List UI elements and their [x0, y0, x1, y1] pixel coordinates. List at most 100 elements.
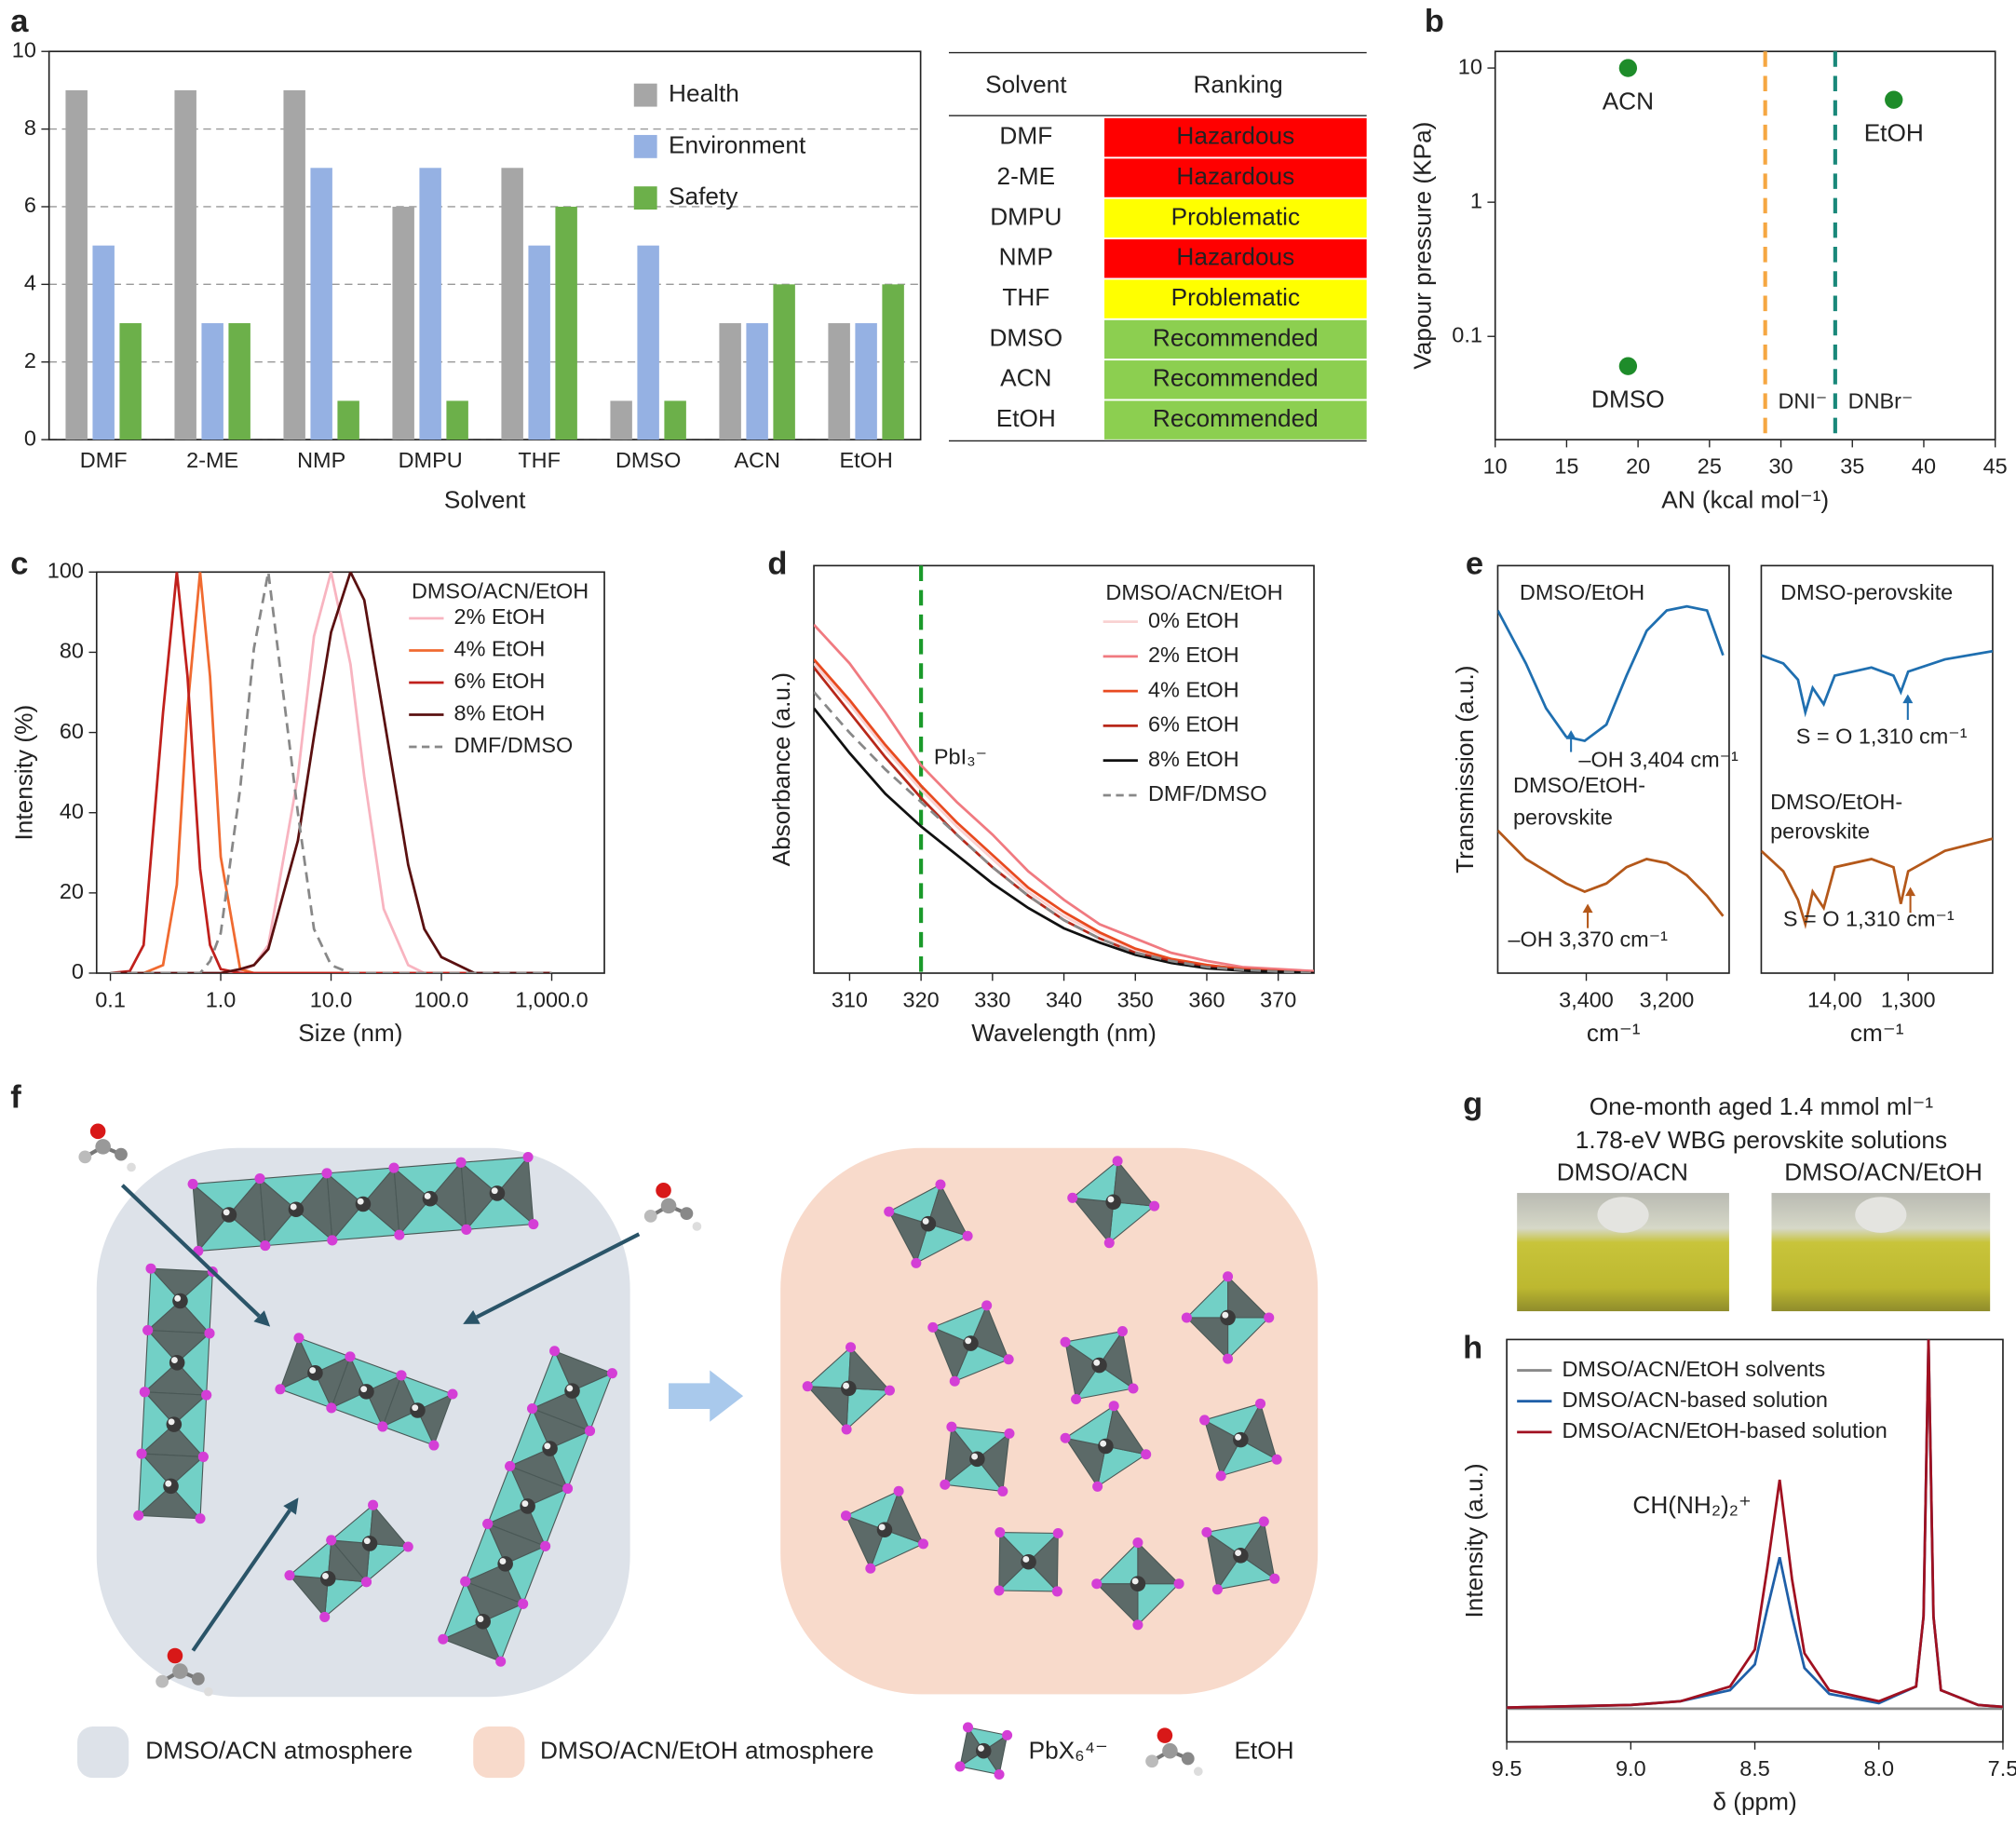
annotation: S = O 1,310 cm⁻¹ [1796, 724, 1968, 749]
halide-atom [527, 1403, 538, 1415]
halide-atom [388, 1162, 399, 1173]
annotation: DMSO/EtOH- [1513, 773, 1645, 797]
ranking-cell [1104, 400, 1367, 440]
highlight [965, 1337, 972, 1345]
x-axis-label: cm⁻¹ [1850, 1019, 1904, 1047]
annotation: CH(NH₂)₂⁺ [1632, 1491, 1751, 1519]
halide-atom [321, 1168, 332, 1179]
halide-atom [865, 1563, 876, 1574]
photo-title: One-month aged 1.4 mmol ml⁻¹ [1590, 1092, 1934, 1120]
halide-atom [1199, 1415, 1211, 1426]
halide-atom [1132, 1537, 1143, 1549]
stir-bar [1597, 1197, 1649, 1233]
lead-atom [422, 1190, 439, 1207]
atom [1181, 1752, 1195, 1766]
ranking-cell [1104, 239, 1367, 278]
arrow [191, 1509, 291, 1652]
octahedron-face [884, 1489, 925, 1545]
lead-atom [969, 1451, 985, 1468]
legend-label: Safety [669, 183, 738, 210]
legend-swatch [77, 1726, 129, 1779]
bar [65, 89, 88, 440]
halide-atom [187, 1178, 198, 1189]
halide-atom [461, 1224, 472, 1235]
lead-atom [288, 1201, 304, 1218]
x-tick-label: THF [518, 448, 561, 472]
stir-bar [1855, 1197, 1907, 1233]
legend-label: DMF/DMSO [454, 733, 574, 757]
ranking-cell [1104, 279, 1367, 318]
halide-atom [402, 1541, 413, 1552]
legend-label: 8% EtOH [1148, 747, 1239, 771]
highlight [1222, 1311, 1229, 1319]
halide-atom [505, 1461, 516, 1472]
y-axis-label: Transmission (a.u.) [1451, 665, 1479, 873]
halide-atom [139, 1387, 150, 1398]
x-axis-label: Size (nm) [298, 1019, 402, 1047]
halide-atom [1264, 1312, 1275, 1323]
bar [746, 323, 768, 440]
panel-label: g [1463, 1086, 1482, 1121]
table-cell: DMSO [989, 323, 1062, 351]
bar [882, 284, 904, 440]
annotation: S = O 1,310 cm⁻¹ [1783, 907, 1955, 931]
bar [637, 245, 659, 440]
halide-atom [1173, 1578, 1184, 1590]
data-line [110, 572, 552, 974]
halide-atom [954, 1761, 966, 1772]
halide-atom [482, 1518, 494, 1529]
arrow-head [253, 1310, 271, 1327]
x-axis-label: cm⁻¹ [1587, 1019, 1641, 1047]
x-tick-label: 1.0 [206, 988, 237, 1012]
panel-label: d [767, 547, 787, 582]
lead-atom [975, 1742, 992, 1759]
process-arrow [669, 1370, 744, 1422]
legend-title: DMSO/ACN/EtOH [1105, 580, 1282, 604]
octahedron-face [441, 1620, 502, 1663]
x-tick-label: 1,300 [1881, 988, 1936, 1012]
x-tick-label: DMPU [399, 448, 463, 472]
plot-frame [1494, 50, 1996, 440]
x-axis-label: Wavelength (nm) [971, 1019, 1157, 1047]
x-tick-label: 100.0 [414, 988, 469, 1012]
y-axis-label: Absorbance (a.u.) [767, 672, 795, 866]
x-tick-label: ACN [734, 448, 780, 472]
legend-label: Environment [669, 130, 806, 158]
x-tick-label: 360 [1188, 988, 1224, 1012]
table-header: Ranking [1193, 70, 1282, 98]
arrow-head [283, 1497, 299, 1515]
x-tick-label: 14,00 [1807, 988, 1862, 1012]
bar [201, 323, 223, 440]
panel-label: a [10, 4, 29, 39]
data-line [1761, 837, 1993, 929]
halide-atom [197, 1451, 209, 1462]
data-line [110, 572, 552, 974]
lead-atom [1105, 1194, 1121, 1211]
halide-atom [145, 1263, 156, 1274]
y-tick-label: 40 [60, 799, 84, 823]
y-axis-label: Intensity (%) [10, 705, 38, 841]
atom [680, 1207, 694, 1221]
legend-label: 2% EtOH [454, 604, 546, 629]
arrow-head [1905, 887, 1916, 897]
legend-label: 6% EtOH [454, 669, 546, 693]
table-cell: 2-ME [996, 162, 1055, 190]
y-tick-label: 60 [60, 719, 84, 743]
halide-atom [1004, 1428, 1015, 1439]
halide-atom [326, 1535, 337, 1546]
arrow [120, 1184, 261, 1318]
x-tick-label: 3,400 [1559, 988, 1614, 1012]
x-tick-label: DMSO [616, 448, 681, 472]
halide-atom [1092, 1481, 1103, 1492]
table-cell: Hazardous [1176, 243, 1294, 271]
bar [610, 400, 632, 440]
highlight [499, 1558, 507, 1565]
halide-atom [1201, 1526, 1212, 1537]
lead-atom [1130, 1576, 1146, 1591]
highlight [1100, 1440, 1107, 1447]
halide-atom [884, 1385, 895, 1396]
plot-frame [1506, 1338, 2004, 1743]
data-line [1497, 829, 1725, 917]
